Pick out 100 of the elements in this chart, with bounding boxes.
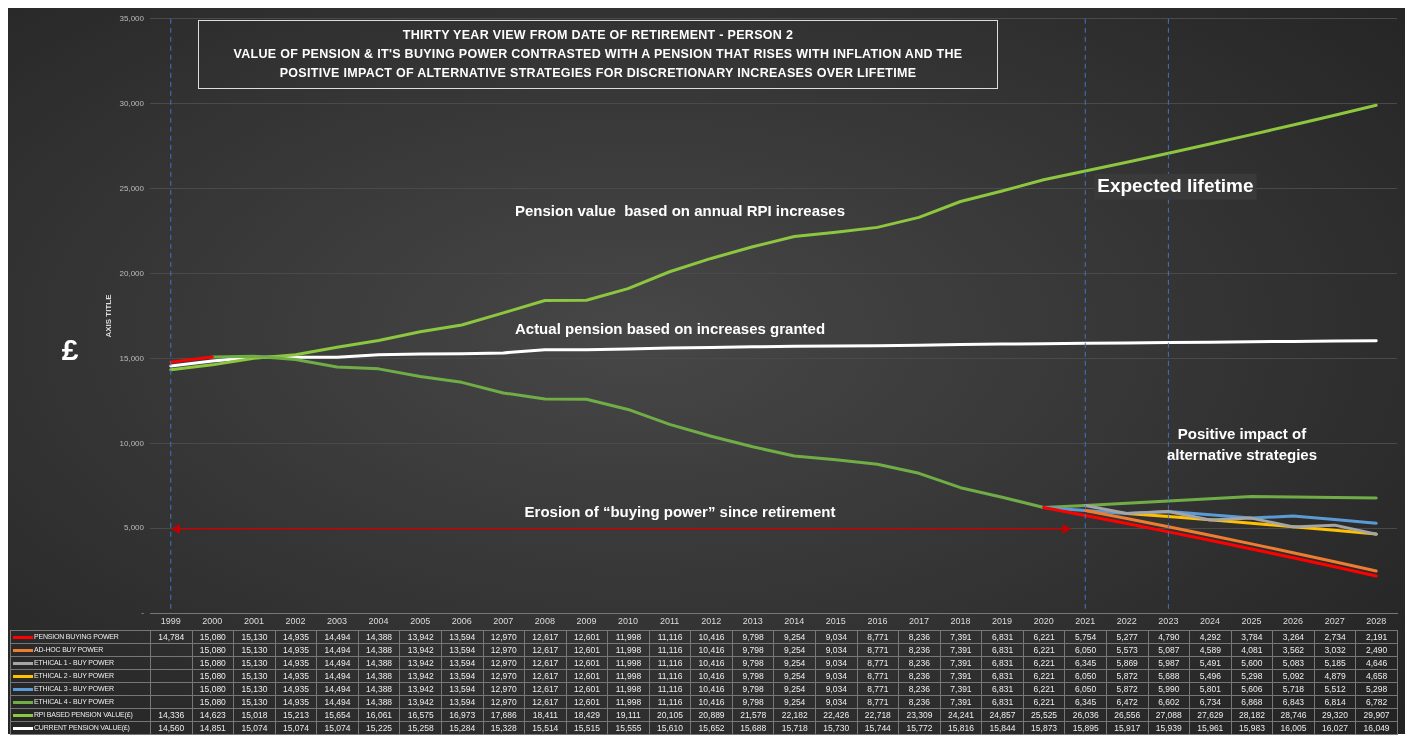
data-label: 4,589 [1189,643,1232,657]
text: 6,831 [991,658,1014,668]
data-label: 6,221 [1023,630,1065,644]
y-tick-label: 25,000 [119,183,145,193]
text: 7,391 [950,684,972,694]
data-label: 15,730 [815,721,858,735]
text: 10,416 [698,684,725,694]
data-label: 16,049 [1355,721,1398,735]
annotation: Positive impact of alternative strategies [1166,424,1318,463]
x-tick-label: 2001 [243,616,264,627]
text: 11,116 [657,658,683,668]
text: 7,391 [950,671,972,681]
text: 11,998 [615,632,642,642]
data-label: 15,074 [316,721,359,735]
text: 15,130 [241,658,268,668]
data-label: 3,784 [1231,630,1273,644]
text: 6,831 [991,671,1014,681]
data-label: 3,562 [1272,643,1315,657]
text: 9,254 [784,658,806,668]
text: 12,617 [532,658,559,668]
data-label: 21,578 [732,708,774,722]
text: 14,388 [366,632,393,642]
data-label: 15,772 [898,721,941,735]
data-label: 15,688 [732,721,774,735]
data-label: 5,718 [1272,682,1315,696]
data-label: 5,277 [1106,630,1148,644]
x-tick-label: 2019 [992,616,1013,627]
text: 15,080 [199,658,226,668]
annotation: Actual pension based on increases granted [514,320,826,338]
data-label: 17,686 [483,708,525,722]
data-label: 20,889 [690,708,733,722]
data-label: 11,998 [607,695,650,709]
data-label: 5,606 [1231,682,1273,696]
text: 12,601 [573,658,600,668]
text: 11,116 [657,645,683,655]
data-label: 14,388 [358,695,400,709]
data-label: 5,872 [1106,669,1148,683]
data-label: 16,027 [1314,721,1356,735]
text: 9,254 [784,632,806,642]
data-label: 15,744 [857,721,899,735]
text: 14,494 [324,658,351,668]
data-label: 14,494 [316,695,359,709]
y-tick-label: 20,000 [119,268,145,278]
data-label: 6,831 [981,695,1024,709]
data-label: 15,213 [275,708,317,722]
text: 13,942 [407,671,434,681]
text: 6,831 [991,632,1014,642]
data-label: 12,970 [483,695,525,709]
text: 14,494 [324,671,351,681]
data-label: 8,236 [898,695,941,709]
data-label: 5,600 [1231,656,1273,670]
text: 13,942 [407,658,434,668]
data-label: 13,594 [441,695,483,709]
data-label: 6,782 [1355,695,1398,709]
x-tick-label: 2025 [1241,616,1262,627]
data-label: 5,087 [1148,643,1190,657]
x-tick-label: 2012 [701,616,722,627]
data-label: 22,718 [857,708,899,722]
text: 8,771 [867,671,889,681]
data-label: 22,426 [815,708,858,722]
data-label: 6,814 [1314,695,1356,709]
text: 9,034 [825,684,847,694]
data-label: 14,784 [150,630,193,644]
text: 10,416 [698,645,725,655]
data-label: 15,514 [524,721,567,735]
x-tick-label: 2004 [368,616,389,627]
data-label: 6,050 [1064,682,1107,696]
data-label: 5,754 [1064,630,1107,644]
data-label: 15,895 [1064,721,1107,735]
x-tick-label: 2022 [1116,616,1137,627]
text: 9,254 [784,645,806,655]
text: 14,935 [282,684,309,694]
data-label: 27,629 [1189,708,1232,722]
text: 7,391 [950,645,972,655]
text: 14,494 [324,684,351,694]
x-tick-label: 2026 [1283,616,1304,627]
x-tick-label: 2020 [1033,616,1054,627]
data-label: 5,512 [1314,682,1356,696]
text: 15,130 [241,632,268,642]
data-label: 6,734 [1189,695,1232,709]
text: 11,998 [615,645,642,655]
data-label: 5,573 [1106,643,1148,657]
text: 13,594 [449,684,476,694]
data-label: 5,298 [1355,682,1398,696]
x-tick-label: 2006 [451,616,472,627]
data-label: 5,185 [1314,656,1356,670]
data-label: 4,879 [1314,669,1356,683]
data-label: 16,973 [441,708,483,722]
text: 12,601 [573,632,600,642]
text: 9,034 [825,671,847,681]
text: 12,970 [490,671,517,681]
text: 12,617 [532,645,559,655]
data-label: 6,221 [1023,695,1065,709]
data-label: 5,491 [1189,656,1232,670]
data-label: 15,983 [1231,721,1273,735]
text: 10,416 [698,632,725,642]
text: 9,798 [742,658,764,668]
text: 8,771 [867,684,889,694]
text: 6,050 [1075,671,1097,681]
data-label: 6,345 [1064,656,1107,670]
